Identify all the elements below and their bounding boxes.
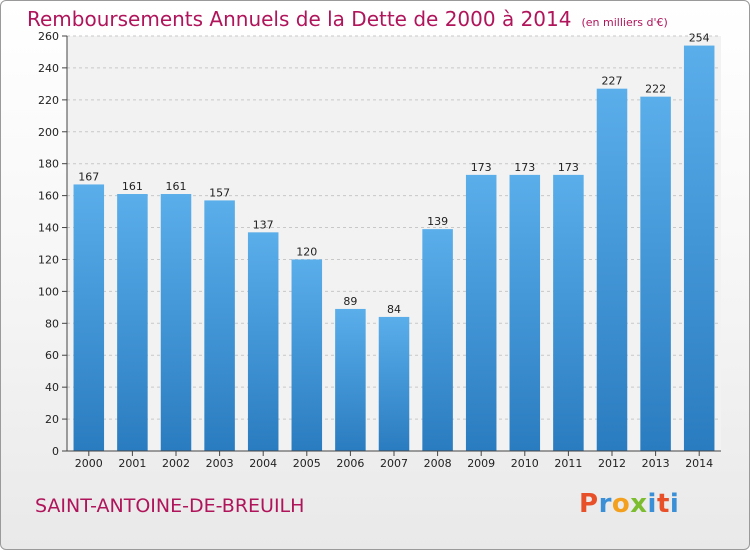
- bar-2011: [553, 174, 584, 451]
- x-tick-label-2002: 2002: [162, 457, 190, 470]
- bar-2005: [291, 259, 323, 451]
- value-label-2010: 173: [514, 161, 535, 174]
- y-tick-label: 220: [38, 94, 59, 107]
- y-tick-label: 40: [45, 381, 59, 394]
- bar-2009: [465, 174, 497, 451]
- value-label-2004: 137: [253, 218, 274, 231]
- unit-note: (en milliers d'€): [581, 16, 668, 29]
- x-tick-label-2010: 2010: [511, 457, 539, 470]
- value-label-2013: 222: [645, 83, 666, 96]
- value-label-2000: 167: [78, 170, 99, 183]
- proxiti-logo: Proxiti: [579, 489, 679, 519]
- x-tick-label-2004: 2004: [249, 457, 277, 470]
- logo-letter: t: [656, 489, 670, 519]
- bar-2004: [247, 232, 279, 451]
- chart-title-text: Remboursements Annuels de la Dette de 20…: [27, 7, 572, 31]
- x-tick-label-2001: 2001: [118, 457, 146, 470]
- y-tick-label: 200: [38, 126, 59, 139]
- bars: 167 161 161 157 137 120 89 84 139 173 173 173 227 222…: [73, 32, 715, 452]
- y-tick-label: 180: [38, 158, 59, 171]
- y-tick-label: 140: [38, 222, 59, 235]
- bar-2006: [335, 308, 366, 451]
- value-label-2007: 84: [387, 303, 401, 316]
- y-tick-label: 60: [45, 349, 59, 362]
- bar-2002: [160, 194, 192, 451]
- x-tick-label-2003: 2003: [206, 457, 234, 470]
- bar-2010: [509, 174, 541, 451]
- x-tick-label-2008: 2008: [424, 457, 452, 470]
- y-tick-label: 0: [52, 445, 59, 458]
- y-tick-label: 240: [38, 62, 59, 75]
- bar-2014: [683, 45, 715, 451]
- y-tick-label: 120: [38, 253, 59, 266]
- bar-2012: [596, 88, 628, 451]
- value-label-2003: 157: [209, 186, 230, 199]
- value-label-2006: 89: [343, 295, 357, 308]
- x-tick-label-2006: 2006: [336, 457, 364, 470]
- axes: 0 20 40 60 80 100 120 140 160 180 200 220 240 260 2000…: [38, 30, 721, 470]
- logo-letter: r: [598, 489, 612, 519]
- bar-2007: [378, 316, 410, 451]
- x-tick-label-2000: 2000: [75, 457, 103, 470]
- x-tick-label-2009: 2009: [467, 457, 495, 470]
- logo-letter: i: [647, 489, 657, 519]
- value-label-2002: 161: [166, 180, 187, 193]
- logo-letter: P: [579, 489, 599, 519]
- value-label-2011: 173: [558, 161, 579, 174]
- y-tick-label: 160: [38, 190, 59, 203]
- value-label-2001: 161: [122, 180, 143, 193]
- x-tick-label-2013: 2013: [642, 457, 670, 470]
- x-tick-label-2011: 2011: [554, 457, 582, 470]
- y-tick-label: 100: [38, 285, 59, 298]
- value-label-2008: 139: [427, 215, 448, 228]
- y-tick-label: 80: [45, 317, 59, 330]
- value-label-2014: 254: [689, 32, 710, 45]
- y-tick-label: 20: [45, 413, 59, 426]
- bar-2008: [422, 229, 453, 451]
- bar-2003: [204, 200, 235, 451]
- logo-letter: o: [611, 489, 631, 519]
- bar-2000: [73, 184, 105, 451]
- town-name: SAINT-ANTOINE-DE-BREUILH: [35, 495, 305, 517]
- bar-2001: [117, 194, 148, 451]
- y-tick-label: 260: [38, 30, 59, 43]
- logo-letter: x: [630, 489, 648, 519]
- logo-letter: i: [669, 489, 680, 519]
- x-tick-label-2005: 2005: [293, 457, 321, 470]
- chart-title: Remboursements Annuels de la Dette de 20…: [27, 7, 668, 31]
- x-tick-label-2012: 2012: [598, 457, 626, 470]
- bar-2013: [640, 96, 671, 452]
- value-label-2005: 120: [296, 245, 317, 258]
- x-tick-label-2007: 2007: [380, 457, 408, 470]
- value-label-2009: 173: [471, 161, 492, 174]
- value-label-2012: 227: [602, 75, 623, 88]
- x-tick-label-2014: 2014: [685, 457, 713, 470]
